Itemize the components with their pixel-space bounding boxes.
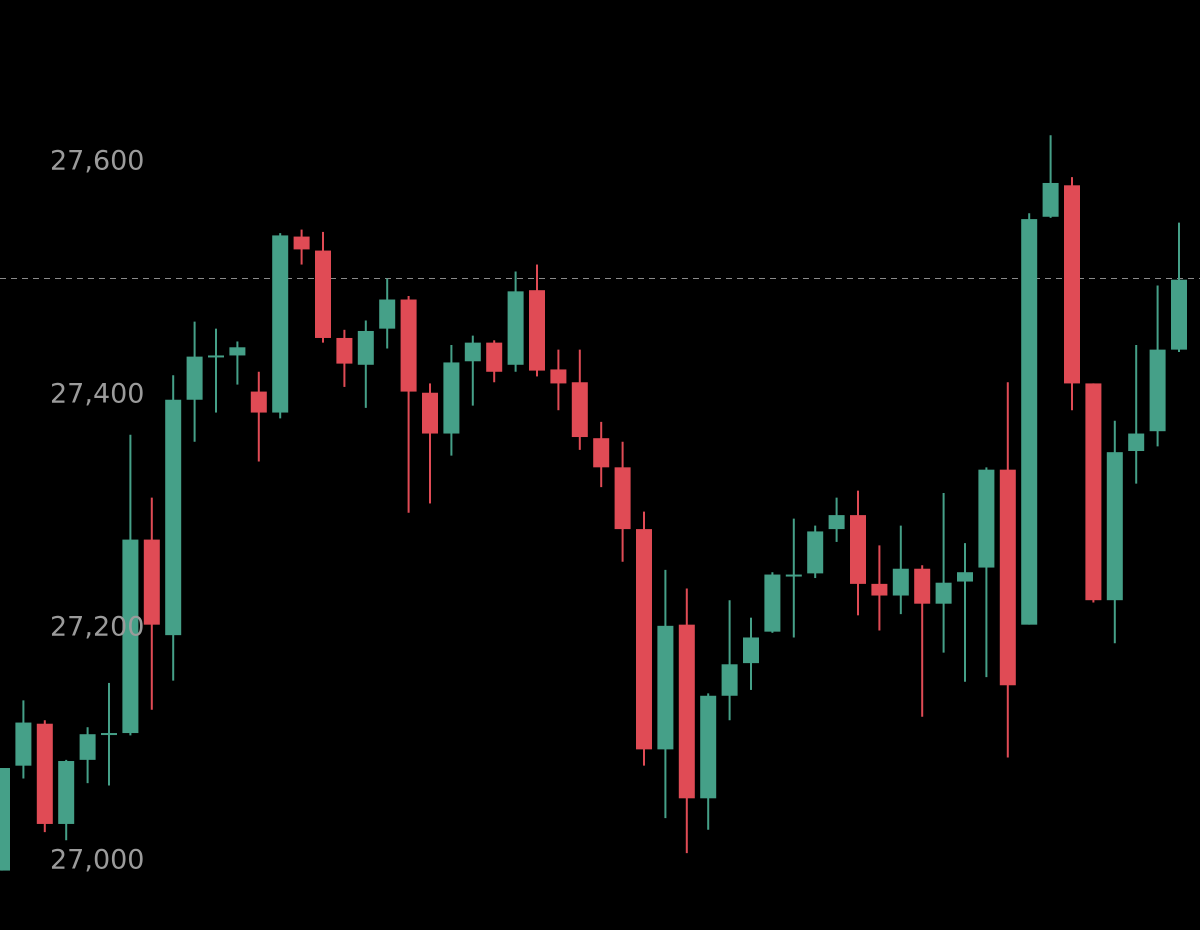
candle-body [807,531,824,574]
candle-body [1106,452,1123,601]
candle-body [101,733,117,736]
candle-body [892,568,909,596]
candle-body [400,299,417,392]
y-tick-label: 27,600 [50,145,144,176]
candle-body [914,568,931,604]
candle-body [1042,182,1059,217]
candle-body [1021,219,1038,625]
candle-body [550,369,567,384]
candle-body [272,235,289,413]
y-tick-label: 27,000 [50,845,144,876]
candle-body [336,337,353,364]
candle-body [0,768,10,871]
candle-body [1128,433,1145,452]
candle-body [636,529,652,750]
candle-body [571,382,588,438]
candle-body [422,392,438,434]
candle-body [678,624,695,799]
candle-body [486,342,503,372]
candle-body [657,625,674,750]
candle-body [978,469,995,568]
candle-body [529,290,545,371]
candle-body [229,347,246,356]
candle-body [79,734,96,760]
candle-body [700,695,717,799]
candle-body [871,583,888,596]
candle-body [379,299,396,329]
candle-body [1149,349,1166,432]
candle-body [464,342,481,362]
candle-body [165,399,182,636]
candle-body [614,467,631,530]
candle-body [828,515,845,530]
candle-body [764,574,781,632]
candle-body [957,572,973,582]
candle-body [208,355,224,358]
candle-body [15,722,32,766]
candle-body [58,761,75,824]
candle-body [186,356,203,400]
candle-body [443,362,460,434]
candle-body [507,291,524,365]
candle-body [357,330,374,365]
candle-body [143,539,160,625]
candle-body [593,438,610,468]
candle-body [315,250,331,338]
candle-body [850,515,866,584]
candle-body [1085,383,1102,601]
y-tick-label: 27,200 [50,612,144,643]
candle-body [36,723,53,824]
y-tick-label: 27,400 [50,379,144,410]
candle-body [122,539,139,734]
candle-body [1064,185,1080,384]
candle-body [293,236,310,250]
candle-body [250,391,267,413]
candle-body [721,664,738,696]
candle-body [743,637,759,664]
candle-body [935,582,952,604]
candle-body [1171,279,1187,350]
candle-body [785,574,802,577]
candle-body [999,469,1016,686]
